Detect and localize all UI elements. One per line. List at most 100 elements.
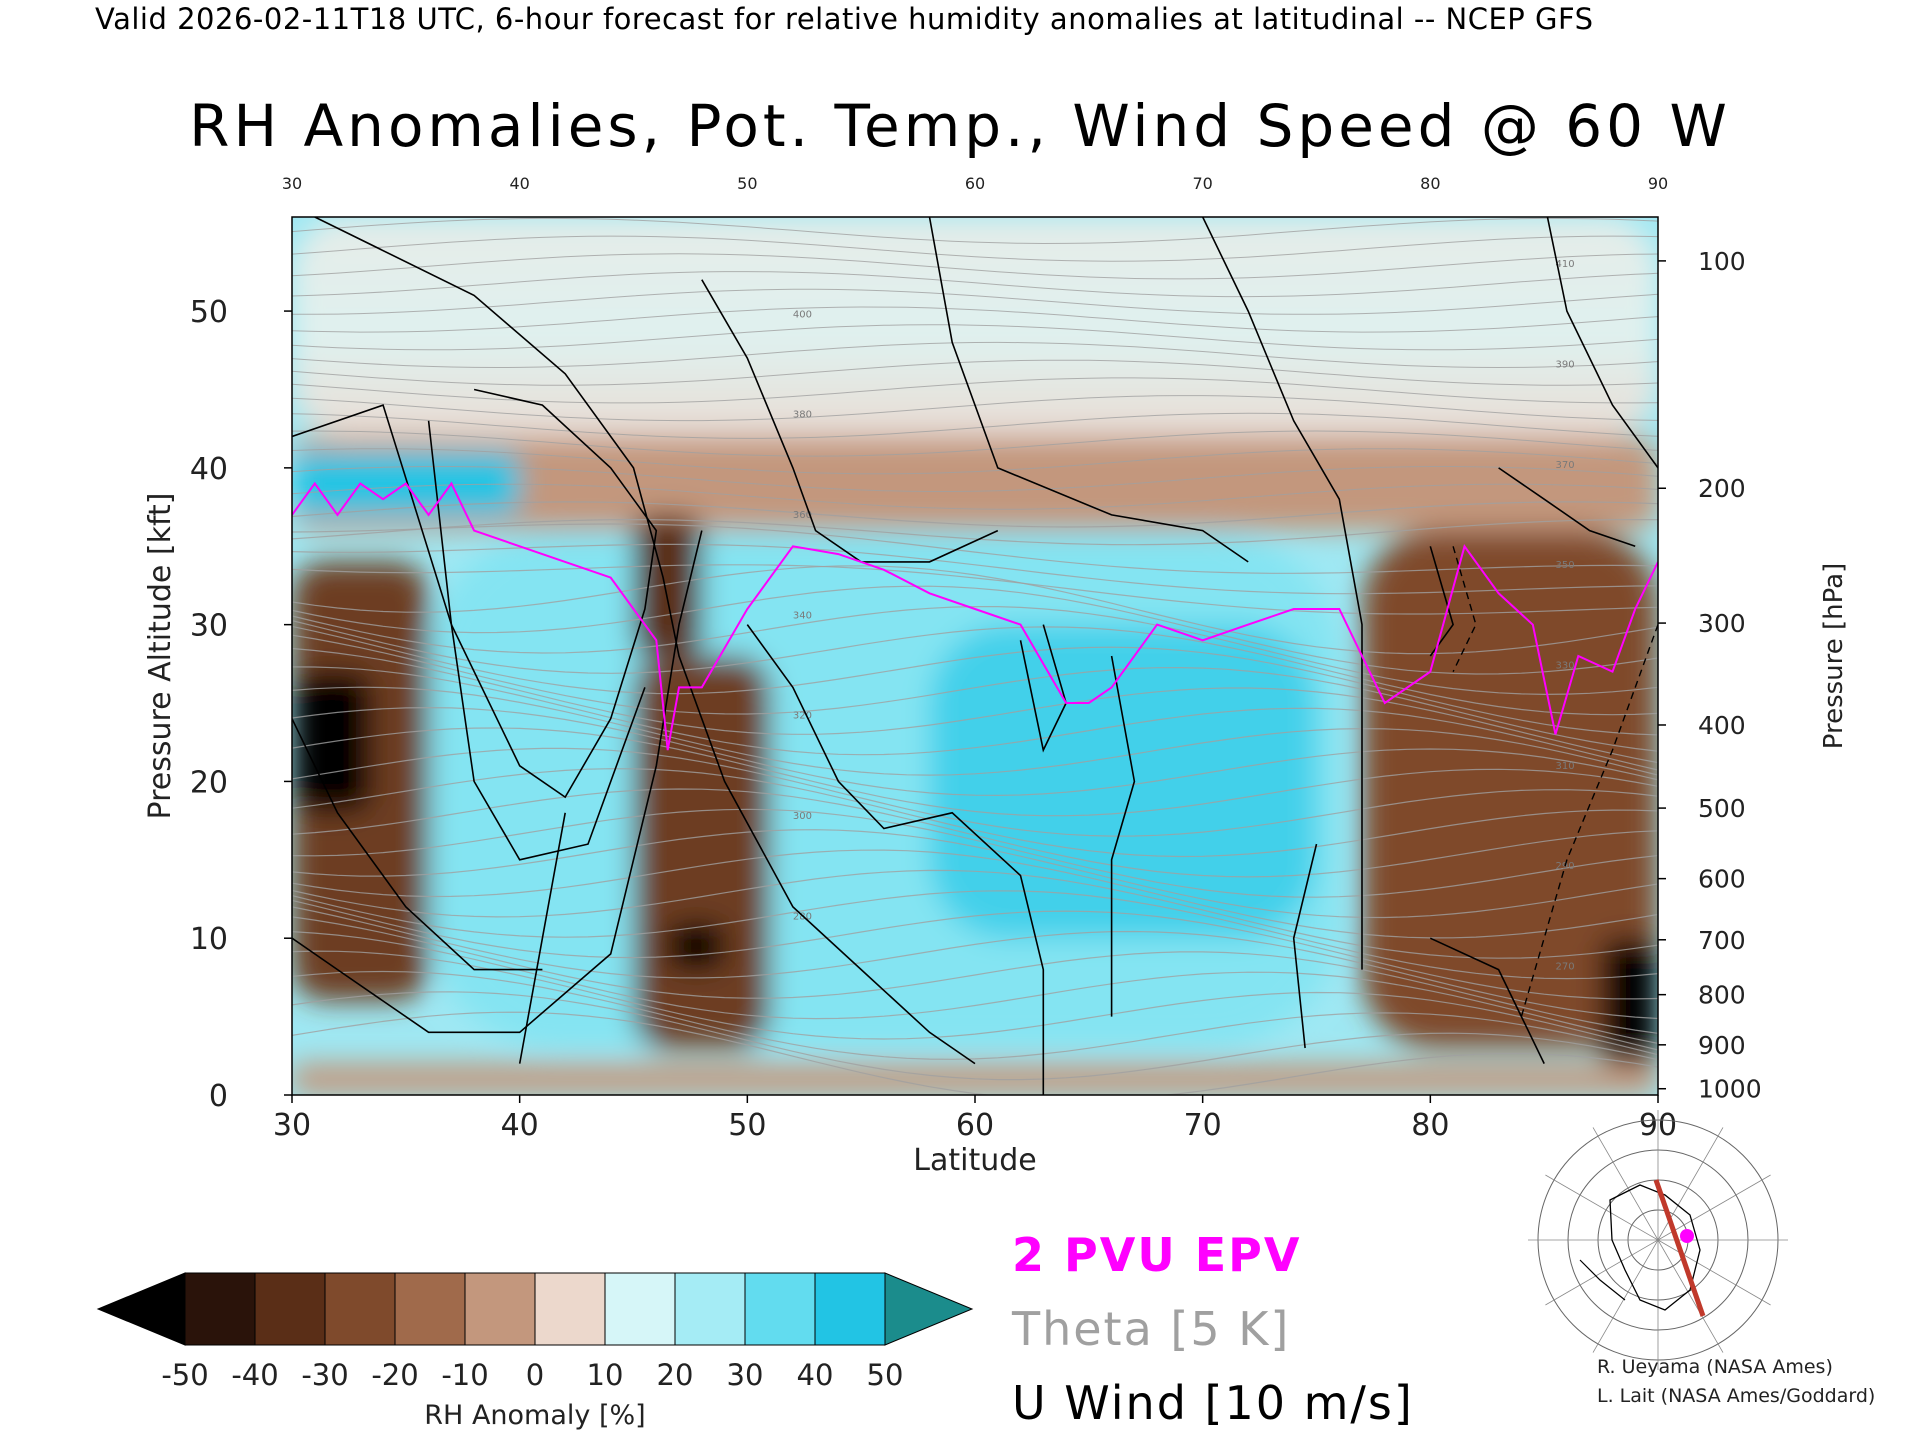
theta-line <box>292 288 1658 315</box>
top-tick-label: 30 <box>282 174 302 193</box>
theta-contours: 270 280 290 300 310 320 330 340 350 360 370 380 390 4… <box>292 209 1658 1095</box>
theta-label: 410 <box>1556 259 1575 270</box>
theta-line <box>292 359 1658 386</box>
x-tick-label: 80 <box>1411 1108 1449 1143</box>
u-wind-contour <box>1498 467 1636 548</box>
theta-line <box>292 808 1658 898</box>
theta-line <box>292 483 1658 510</box>
theta-line <box>292 686 1658 776</box>
u-wind-contour-negative <box>1520 624 1658 1017</box>
theta-line <box>292 523 1658 574</box>
rh-region <box>1601 938 1658 1064</box>
pressure-tick-label: 400 <box>1698 711 1746 740</box>
x-tick-label: 40 <box>501 1108 539 1143</box>
theta-line <box>292 788 1658 878</box>
colorbar-tick-label: -50 <box>161 1358 208 1392</box>
pressure-tick-label: 300 <box>1698 609 1746 638</box>
pressure-tick-label: 200 <box>1698 474 1746 503</box>
y-tick-label: 10 <box>190 922 228 957</box>
map-meridian <box>1592 1127 1659 1241</box>
u-wind-contour <box>1546 217 1658 469</box>
y-tick-label: 50 <box>190 295 228 330</box>
colorbar-label: RH Anomaly [%] <box>424 1400 645 1431</box>
theta-line <box>292 706 1658 797</box>
credit-line-1: R. Ueyama (NASA Ames) <box>1597 1356 1833 1378</box>
theta-line <box>292 466 1658 492</box>
theta-line <box>292 869 1658 959</box>
u-wind-contour <box>292 530 703 1034</box>
theta-line <box>292 727 1658 817</box>
y-tick-label: 0 <box>209 1079 228 1114</box>
theta-line <box>292 829 1658 919</box>
colorbar-tick-label: -10 <box>441 1358 488 1392</box>
theta-line <box>292 430 1658 457</box>
y-tick-label: 40 <box>190 452 228 487</box>
colorbar-tick-label: 50 <box>867 1358 904 1392</box>
u-wind-contour <box>1019 624 1067 753</box>
legend-uwind: U Wind [10 m/s] <box>1012 1376 1414 1430</box>
map-coastline <box>1609 1184 1701 1311</box>
axes: 30 40 50 60 70 80 90 30 40 50 60 70 80 900 10 20 30 40 50 1… <box>143 174 1849 1178</box>
u-wind-contour <box>746 624 1045 1095</box>
theta-line <box>292 565 1658 655</box>
u-wind-contour <box>928 217 1249 563</box>
colorbar-segment <box>184 1272 256 1346</box>
map-meridian <box>1657 1239 1771 1306</box>
theta-label: 340 <box>793 610 812 621</box>
theta-line <box>292 666 1658 771</box>
u-wind-contour <box>1110 655 1136 1017</box>
u-wind-contour <box>427 420 646 861</box>
pressure-tick-label: 500 <box>1698 794 1746 823</box>
theta-label: 420 <box>793 209 812 220</box>
theta-line <box>292 916 1658 1034</box>
top-tick-label: 40 <box>509 174 529 193</box>
theta-line <box>292 620 1658 716</box>
x-axis-label: Latitude <box>913 1143 1036 1178</box>
map-section-line <box>1653 1179 1706 1317</box>
theta-line <box>292 747 1658 837</box>
theta-label: 380 <box>793 410 812 421</box>
u-wind-contour <box>292 388 658 799</box>
theta-line <box>292 341 1658 369</box>
rh-region <box>633 656 771 1048</box>
theta-line <box>292 543 1658 595</box>
colorbar-segment <box>464 1272 536 1346</box>
theta-label: 270 <box>1556 962 1575 973</box>
colorbar-tick-label: -30 <box>301 1358 348 1392</box>
pressure-axis-label: Pressure [hPa] <box>1819 563 1849 750</box>
colorbar-segment <box>604 1272 676 1346</box>
u-wind-contour <box>1201 217 1363 970</box>
rh-region <box>1362 530 1658 1048</box>
pressure-tick-label: 900 <box>1698 1031 1746 1060</box>
map-coastline <box>1579 1259 1626 1301</box>
theta-line <box>292 606 1658 696</box>
theta-line <box>292 217 1658 245</box>
colorbar-tick-label: 40 <box>797 1358 834 1392</box>
u-wind-contour <box>1292 843 1318 1049</box>
theta-label: 360 <box>793 510 812 521</box>
u-wind-contour <box>314 217 976 1065</box>
map-meridian <box>1545 1239 1659 1306</box>
theta-label: 370 <box>1556 460 1575 471</box>
theta-line <box>292 768 1658 858</box>
theta-label: 400 <box>793 309 812 320</box>
theta-label: 320 <box>793 711 812 722</box>
theta-line <box>292 271 1658 298</box>
pressure-tick-label: 700 <box>1698 926 1746 955</box>
colorbar-segment <box>394 1272 466 1346</box>
map-meridian <box>1592 1239 1659 1353</box>
top-tick-label: 70 <box>1192 174 1212 193</box>
rh-region <box>929 624 1317 939</box>
theta-label: 350 <box>1556 560 1575 571</box>
epv-line-group <box>292 481 1658 751</box>
colorbar-tick-label: -40 <box>231 1358 278 1392</box>
u-wind-contour <box>292 718 543 971</box>
credit-line-2: L. Lait (NASA Ames/Goddard) <box>1597 1385 1876 1407</box>
theta-line <box>292 324 1658 351</box>
x-tick-label: 70 <box>1184 1108 1222 1143</box>
colorbar-segment <box>254 1272 326 1346</box>
rh-region <box>667 922 725 970</box>
colorbar-segment <box>744 1272 816 1346</box>
u-wind-contour-negative <box>1452 546 1477 673</box>
